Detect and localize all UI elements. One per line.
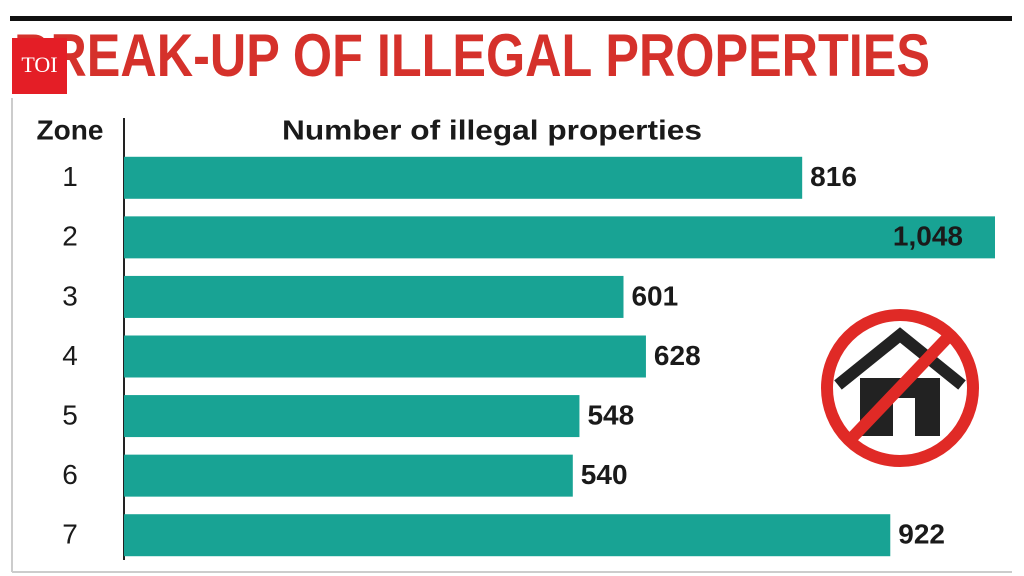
top-rule xyxy=(10,16,1012,21)
y-tick-label: 1 xyxy=(62,161,78,192)
logo-box xyxy=(12,38,67,94)
value-label: 540 xyxy=(581,459,628,490)
value-label: 548 xyxy=(587,399,634,430)
value-label: 816 xyxy=(810,161,857,192)
y-tick-label: 7 xyxy=(62,519,78,550)
chart-title: BREAK-UP OF ILLEGAL PROPERTIES xyxy=(14,22,930,89)
y-tick-label: 6 xyxy=(62,459,78,490)
bar xyxy=(124,454,573,497)
value-label: 922 xyxy=(898,519,945,550)
bar xyxy=(124,216,995,259)
y-tick-label: 5 xyxy=(62,399,78,430)
bar xyxy=(124,275,624,318)
value-label: 1,048 xyxy=(893,221,963,252)
value-axis-title: Number of illegal properties xyxy=(282,114,702,145)
logo-text: TOI xyxy=(21,52,57,77)
no-building-icon xyxy=(821,309,979,467)
category-axis-title: Zone xyxy=(37,114,104,145)
bar xyxy=(124,514,891,557)
value-label: 601 xyxy=(631,280,678,311)
value-label: 628 xyxy=(654,340,701,371)
y-tick-label: 4 xyxy=(62,340,78,371)
bar xyxy=(124,335,646,378)
bar xyxy=(124,395,580,438)
y-tick-label: 3 xyxy=(62,280,78,311)
bar xyxy=(124,156,803,199)
y-tick-label: 2 xyxy=(62,221,78,252)
